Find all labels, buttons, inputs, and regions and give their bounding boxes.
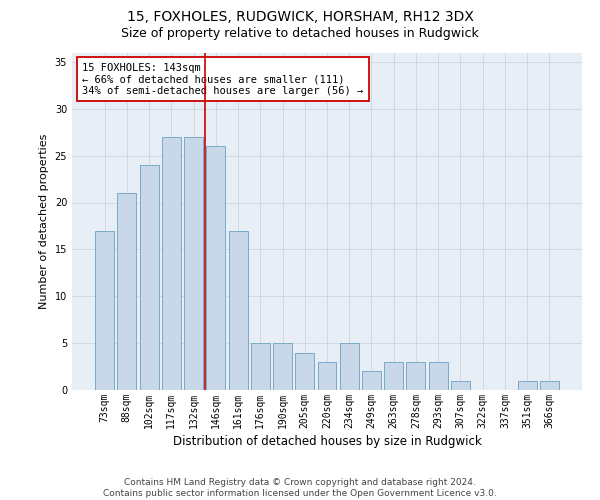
Text: 15, FOXHOLES, RUDGWICK, HORSHAM, RH12 3DX: 15, FOXHOLES, RUDGWICK, HORSHAM, RH12 3D… xyxy=(127,10,473,24)
Bar xyxy=(140,165,158,390)
Bar xyxy=(273,343,292,390)
Y-axis label: Number of detached properties: Number of detached properties xyxy=(39,134,49,309)
Bar xyxy=(384,362,403,390)
Bar xyxy=(362,371,381,390)
Bar xyxy=(340,343,359,390)
Bar xyxy=(206,146,225,390)
Bar xyxy=(95,230,114,390)
Bar xyxy=(518,380,536,390)
Text: Size of property relative to detached houses in Rudgwick: Size of property relative to detached ho… xyxy=(121,28,479,40)
Text: Contains HM Land Registry data © Crown copyright and database right 2024.
Contai: Contains HM Land Registry data © Crown c… xyxy=(103,478,497,498)
Bar xyxy=(317,362,337,390)
Bar xyxy=(406,362,425,390)
Bar xyxy=(118,193,136,390)
Bar xyxy=(540,380,559,390)
Bar xyxy=(162,137,181,390)
Bar xyxy=(229,230,248,390)
Bar xyxy=(295,352,314,390)
Bar xyxy=(451,380,470,390)
X-axis label: Distribution of detached houses by size in Rudgwick: Distribution of detached houses by size … xyxy=(173,435,481,448)
Bar xyxy=(251,343,270,390)
Text: 15 FOXHOLES: 143sqm
← 66% of detached houses are smaller (111)
34% of semi-detac: 15 FOXHOLES: 143sqm ← 66% of detached ho… xyxy=(82,62,364,96)
Bar xyxy=(184,137,203,390)
Bar xyxy=(429,362,448,390)
